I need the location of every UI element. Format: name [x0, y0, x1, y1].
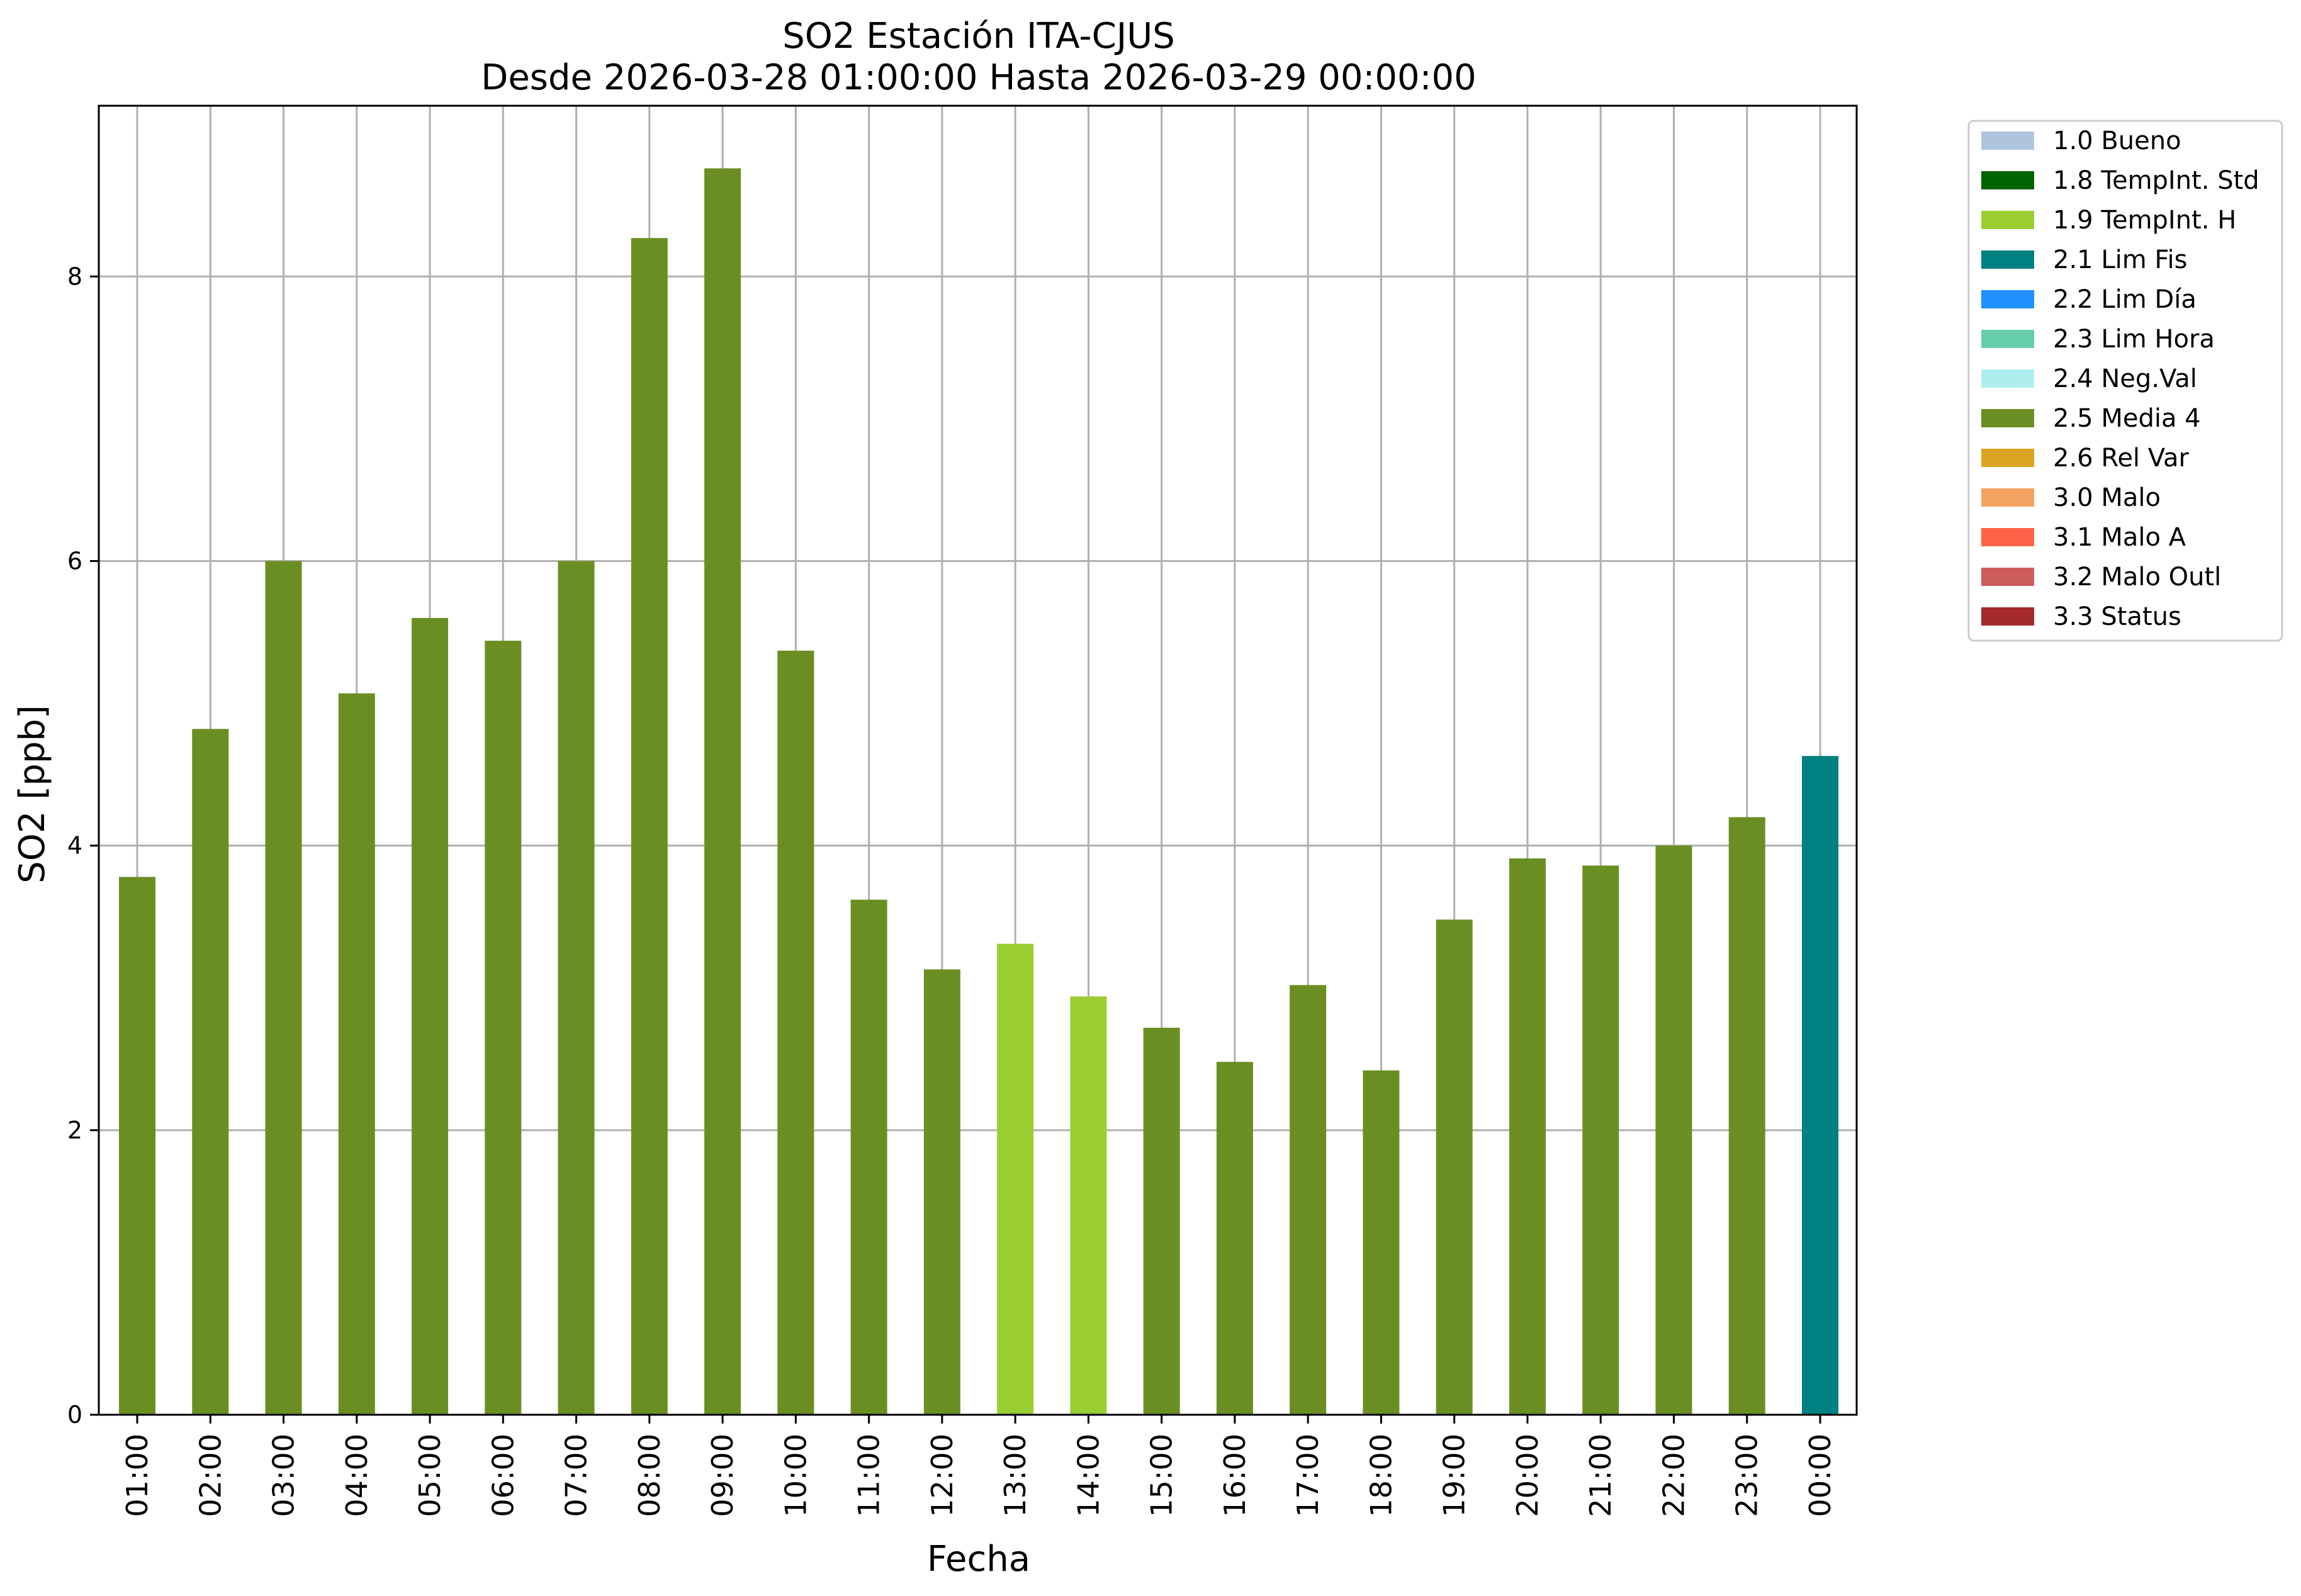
x-tick-label: 03:00	[267, 1434, 301, 1517]
bar-series	[119, 168, 1838, 1415]
legend-label: 2.5 Media 4	[2053, 404, 2201, 433]
x-tick-label: 10:00	[779, 1434, 813, 1517]
x-tick-label: 14:00	[1071, 1434, 1105, 1517]
bar	[1509, 858, 1546, 1415]
x-tick-label: 17:00	[1291, 1434, 1325, 1517]
x-tick-label: 21:00	[1584, 1434, 1617, 1517]
legend-swatch	[1981, 211, 2034, 229]
x-tick-label: 04:00	[340, 1434, 374, 1517]
x-tick-label: 23:00	[1730, 1434, 1764, 1517]
legend-swatch	[1981, 607, 2034, 626]
bar	[1582, 865, 1619, 1415]
bar	[850, 899, 887, 1415]
bar	[1290, 985, 1327, 1415]
legend-label: 3.0 Malo	[2053, 483, 2161, 512]
legend-swatch	[1981, 409, 2034, 427]
x-tick-label: 11:00	[852, 1434, 886, 1517]
bar	[265, 561, 302, 1415]
y-tick-label: 8	[67, 262, 82, 290]
legend-box	[1967, 120, 2283, 642]
bar	[412, 617, 449, 1415]
legend: 1.0 Bueno 1.8 TempInt. Std 1.9 TempInt. H 2…	[1967, 120, 2283, 642]
bar	[631, 238, 668, 1415]
legend-label: 3.2 Malo Outl	[2053, 563, 2221, 592]
bar	[1070, 996, 1107, 1415]
bar	[997, 943, 1034, 1415]
legend-swatch	[1981, 568, 2034, 586]
legend-swatch	[1981, 488, 2034, 507]
x-tick-label: 00:00	[1803, 1434, 1837, 1517]
bar	[1436, 919, 1473, 1415]
bar	[192, 729, 229, 1415]
bar	[1143, 1028, 1180, 1415]
legend-swatch	[1981, 330, 2034, 348]
x-tick-label: 18:00	[1364, 1434, 1398, 1517]
legend-label: 1.9 TempInt. H	[2053, 206, 2236, 235]
bar	[1728, 817, 1765, 1415]
bar	[1802, 756, 1838, 1415]
x-tick-label: 13:00	[998, 1434, 1032, 1517]
y-tick-label: 4	[67, 832, 82, 860]
x-tick-label: 20:00	[1511, 1434, 1544, 1517]
x-axis-label: Fecha	[927, 1539, 1030, 1580]
legend-swatch	[1981, 449, 2034, 467]
x-tick-label: 08:00	[633, 1434, 667, 1517]
bar	[119, 877, 155, 1415]
bar	[1655, 845, 1692, 1415]
bar	[923, 969, 960, 1415]
bar	[1363, 1070, 1400, 1415]
x-tick-label: 15:00	[1145, 1434, 1179, 1517]
x-tick-label: 22:00	[1657, 1434, 1691, 1517]
x-tick-label: 09:00	[706, 1434, 740, 1517]
x-axis-ticks: 01:00 02:00 03:00 04:00 05:00 06:00 07:00 08:00…	[120, 1415, 1837, 1517]
x-tick-label: 06:00	[486, 1434, 520, 1517]
legend-swatch	[1981, 250, 2034, 269]
legend-swatch	[1981, 369, 2034, 388]
plot-area-frame	[98, 104, 1858, 1416]
x-tick-label: 02:00	[193, 1434, 227, 1517]
x-tick-label: 12:00	[925, 1434, 959, 1517]
x-tick-label: 19:00	[1437, 1434, 1471, 1517]
bar	[704, 168, 741, 1415]
legend-swatch	[1981, 171, 2034, 189]
legend-label: 2.6 Rel Var	[2053, 444, 2190, 473]
bar	[558, 561, 595, 1415]
chart-title: SO2 Estación ITA-CJUS	[782, 16, 1175, 57]
legend-swatch	[1981, 132, 2034, 150]
legend-swatch	[1981, 528, 2034, 546]
bar	[338, 693, 375, 1415]
legend-label: 2.1 Lim Fis	[2053, 245, 2187, 274]
bar	[777, 650, 814, 1415]
y-tick-label: 6	[67, 547, 82, 575]
y-tick-label: 0	[67, 1401, 82, 1429]
chart-subtitle: Desde 2026-03-28 01:00:00 Hasta 2026-03-…	[481, 57, 1477, 98]
x-tick-label: 07:00	[560, 1434, 594, 1517]
legend-label: 2.3 Lim Hora	[2053, 325, 2215, 354]
legend-swatch	[1981, 290, 2034, 308]
legend-label: 2.2 Lim Día	[2053, 285, 2197, 314]
legend-label: 3.1 Malo A	[2053, 523, 2186, 552]
y-tick-label: 2	[67, 1116, 82, 1144]
y-axis-ticks: 0 2 4 6 8	[67, 262, 99, 1429]
bar	[485, 641, 522, 1415]
legend-label: 1.8 TempInt. Std	[2053, 166, 2259, 195]
legend-label: 1.0 Bueno	[2053, 126, 2181, 155]
x-tick-label: 01:00	[120, 1434, 154, 1517]
legend-label: 2.4 Neg.Val	[2053, 364, 2197, 393]
legend-label: 3.3 Status	[2053, 602, 2181, 631]
x-tick-label: 05:00	[413, 1434, 447, 1517]
bar	[1216, 1062, 1253, 1415]
x-tick-label: 16:00	[1218, 1434, 1252, 1517]
y-axis-label: SO2 [ppb]	[12, 705, 53, 883]
